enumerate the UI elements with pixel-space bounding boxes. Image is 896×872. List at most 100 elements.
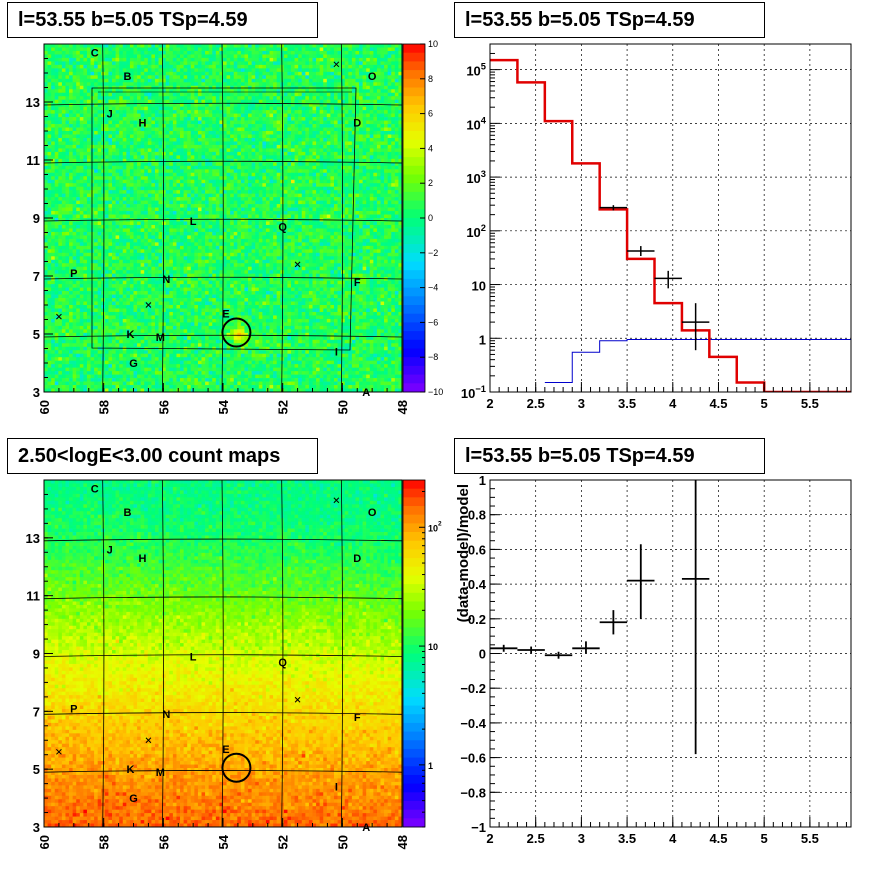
colorbar-cell — [403, 644, 425, 654]
y-tick-label: 13 — [26, 531, 40, 546]
y-tick-label: 3 — [33, 385, 40, 400]
colorbar-cell — [403, 688, 425, 698]
colorbar-cell — [403, 809, 425, 819]
colorbar-cell — [403, 261, 425, 271]
residual-colorbar: 10 8 6 4 2 0 −2 −4 −6 −8 −10 — [402, 39, 443, 397]
x-tick-label: 4.5 — [709, 396, 727, 411]
x-tick-label: 52 — [276, 400, 291, 414]
colorbar-cell — [403, 374, 425, 384]
x-tick-label: 4 — [669, 396, 677, 411]
x-tick-label: 5 — [761, 831, 768, 846]
source-label-N: N — [162, 274, 170, 286]
colorbar-cell — [403, 766, 425, 776]
grid-line — [44, 654, 402, 657]
y-tick-label: 5 — [33, 327, 40, 342]
ratio-point — [572, 641, 600, 654]
source-label-E: E — [222, 309, 229, 321]
source-label-G: G — [129, 358, 138, 370]
colorbar-cell — [403, 601, 425, 611]
colorbar-cell — [403, 235, 425, 245]
heatmap-cells — [44, 480, 402, 827]
colorbar-tick-label: 1 — [428, 761, 433, 771]
spectrum-title: l=53.55 b=5.05 TSp=4.59 — [454, 2, 765, 38]
source-label-I: I — [335, 782, 338, 794]
ratio-point — [544, 651, 573, 659]
colorbar-cell — [403, 592, 425, 602]
coordinate-grid — [44, 480, 402, 827]
data-point — [627, 246, 655, 256]
colorbar-cell — [403, 523, 425, 533]
grid-line — [44, 276, 402, 280]
colorbar-cell — [403, 783, 425, 793]
colorbar-cell — [403, 566, 425, 576]
x-tick-label: 60 — [37, 400, 52, 414]
spectrum-grid — [490, 44, 851, 392]
grid-line — [221, 480, 224, 827]
count-map: 60 58 56 54 52 50 48 3 5 7 9 11 13 C B O J H D L Q P N F E K M I G A — [26, 479, 410, 849]
source-cross — [294, 696, 301, 703]
colorbar-cell — [403, 252, 425, 262]
source-label-J: J — [107, 544, 113, 556]
colorbar-cell — [403, 113, 425, 123]
colorbar-cell — [403, 818, 425, 828]
colorbar-cell — [403, 532, 425, 542]
colorbar-tick-label: 2 — [428, 178, 433, 188]
colorbar-cell — [403, 157, 425, 167]
spectrum-curves — [490, 58, 851, 392]
y-tick-label: 9 — [33, 211, 40, 226]
colorbar-cell — [403, 296, 425, 306]
colorbar-cell — [403, 506, 425, 516]
residual-map: 60 58 56 54 52 50 48 3 5 7 9 11 13 C B O J H D L Q P N F E K M I G A — [26, 43, 410, 414]
source-label-C: C — [91, 48, 99, 60]
y-tick-label: 104 — [466, 115, 486, 132]
colorbar-cell — [403, 740, 425, 750]
residual-map-title: l=53.55 b=5.05 TSp=4.59 — [7, 2, 318, 38]
ratio-points — [490, 480, 710, 755]
x-tick-label: 5 — [761, 396, 768, 411]
x-tick-label: 2.5 — [527, 831, 545, 846]
y-tick-label: −0.8 — [460, 785, 486, 800]
y-tick-label: 11 — [26, 589, 40, 604]
colorbar-cell — [403, 584, 425, 594]
colorbar-cell — [403, 148, 425, 158]
ratio-point — [681, 480, 710, 755]
colorbar-cell — [403, 218, 425, 228]
colorbar-cell — [403, 339, 425, 349]
y-tick-label: 3 — [33, 820, 40, 835]
colorbar-cell — [403, 200, 425, 210]
heatmap-cells — [44, 44, 402, 392]
y-tick-label: 0.8 — [468, 508, 486, 523]
colorbar-cell — [403, 305, 425, 315]
colorbar-cell — [403, 714, 425, 724]
colorbar-cell — [403, 122, 425, 132]
source-label-L: L — [190, 216, 197, 228]
colorbar-cell — [403, 610, 425, 620]
colorbar-cell — [403, 480, 425, 490]
source-label-K: K — [127, 329, 135, 341]
coordinate-grid — [44, 44, 402, 392]
source-label-M: M — [156, 767, 165, 779]
colorbar-cell — [403, 662, 425, 672]
y-tick-label: 102 — [466, 223, 486, 240]
y-tick-label: 0 — [479, 647, 486, 662]
colorbar-cell — [403, 87, 425, 97]
x-tick-label: 3 — [578, 831, 585, 846]
count-colorbar: 102 10 1 — [402, 479, 442, 828]
colorbar-tick-label: 0 — [428, 213, 433, 223]
x-tick-label: 54 — [216, 834, 231, 849]
y-tick-label: 1 — [479, 473, 486, 488]
colorbar-cell — [403, 287, 425, 297]
y-tick-label: 7 — [33, 269, 40, 284]
y-tick-label: 13 — [26, 95, 40, 110]
colorbar-cell — [403, 96, 425, 106]
colorbar-cell — [403, 497, 425, 507]
ratio-plot: 2 2.5 3 3.5 4 4.5 5 5.5 −1 −0.8 −0.6 −0.4 −0.2 0 0.2 0.… — [455, 473, 852, 846]
y-tick-label: −0.2 — [460, 681, 486, 696]
colorbar-cell — [403, 357, 425, 367]
colorbar-cell — [403, 540, 425, 550]
colorbar-tick-label: 10 — [428, 642, 438, 652]
y-tick-label: 5 — [33, 762, 40, 777]
x-tick-label: 56 — [156, 400, 171, 414]
grid-line — [44, 218, 402, 222]
roi-boundary — [91, 87, 357, 351]
